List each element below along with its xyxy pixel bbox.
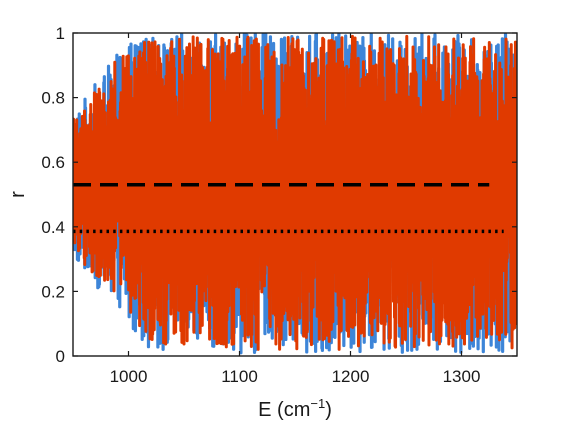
axes	[72, 32, 518, 357]
y-tick-label: 0.8	[41, 89, 65, 108]
x-axis-label-main: E (cm	[258, 399, 310, 421]
x-axis-label-close: )	[325, 399, 332, 421]
y-tick-label: 0.2	[41, 282, 65, 301]
x-tick-label: 1100	[221, 367, 258, 386]
x-tick-labels: 1000 1100 1200 1300	[110, 367, 481, 386]
y-tick-label: 0.4	[41, 218, 65, 237]
y-tick-label: 0.6	[41, 153, 65, 172]
x-axis-label: E (cm−1)	[258, 396, 332, 421]
tick-marks	[73, 32, 517, 357]
y-tick-labels: 0 0.2 0.4 0.6 0.8 1	[41, 24, 65, 366]
x-tick-label: 1300	[443, 367, 481, 386]
x-axis-label-superscript: −1	[310, 396, 325, 411]
y-tick-label: 1	[56, 24, 65, 43]
y-tick-label: 0	[56, 347, 65, 366]
x-tick-label: 1000	[110, 367, 148, 386]
y-axis-label: r	[7, 191, 29, 198]
x-tick-label: 1200	[332, 367, 370, 386]
reference-lines	[73, 183, 504, 234]
series-layer	[73, 33, 517, 355]
axes-frame	[72, 32, 518, 357]
